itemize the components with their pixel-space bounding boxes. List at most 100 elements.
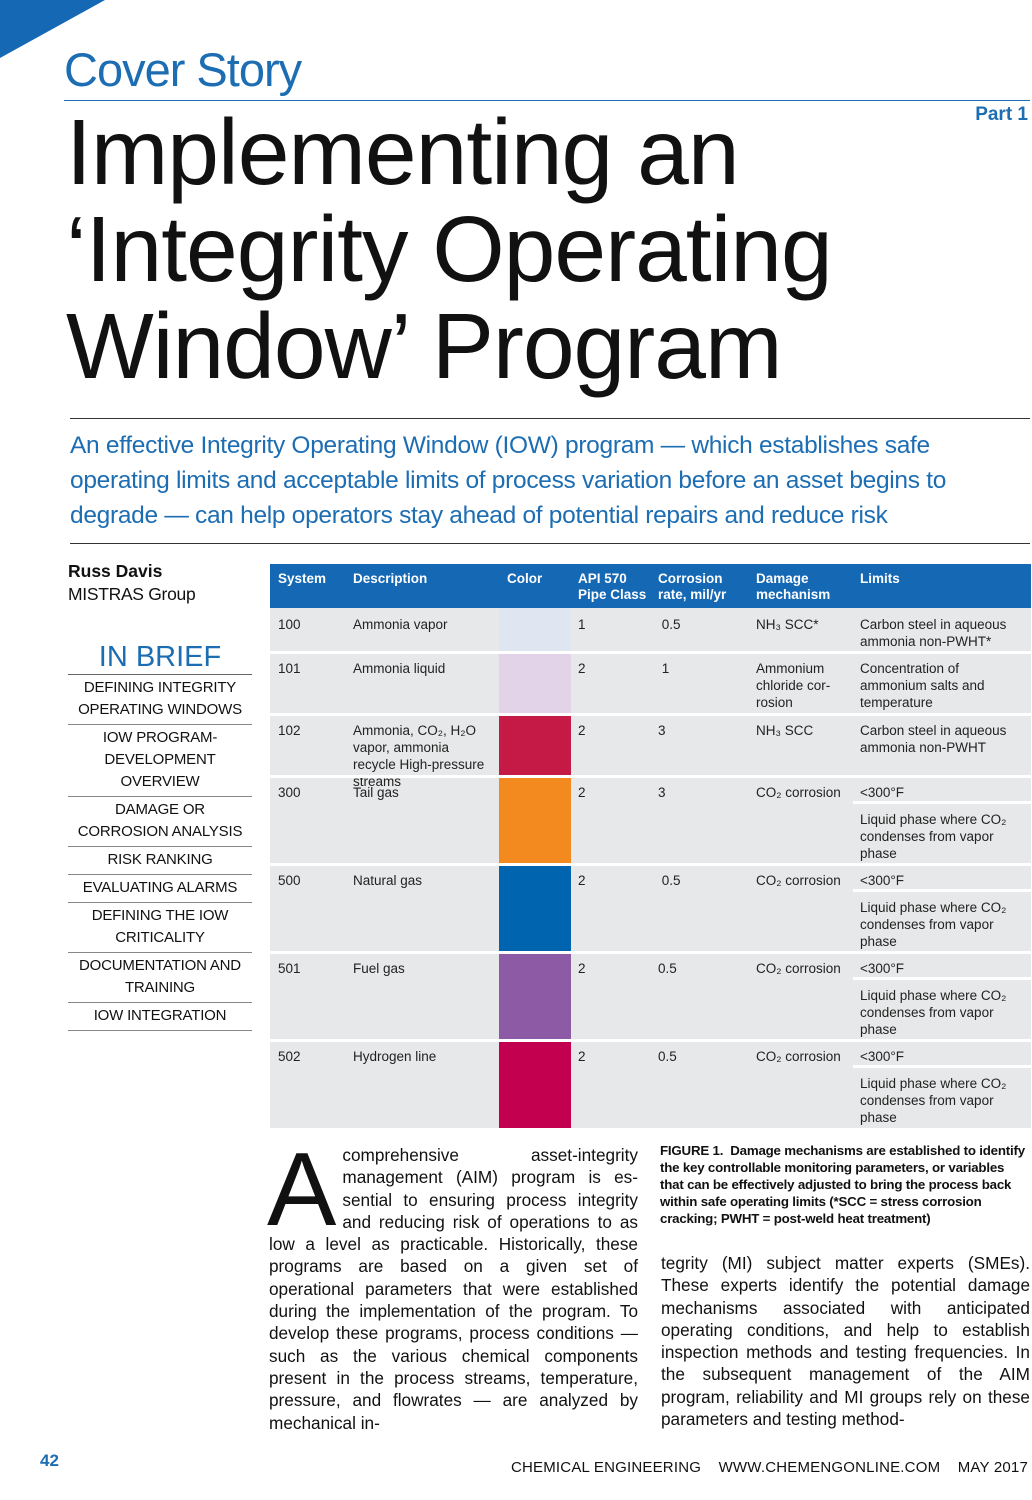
footer-text: CHEMICAL ENGINEERING WWW.CHEMENGONLINE.C… (510, 1459, 1028, 1476)
article-title: Implementing an ‘Integrity Operating Win… (66, 100, 833, 398)
cell-system: 502 (278, 1049, 301, 1064)
in-brief-box: IN BRIEF DEFINING INTEGRITY OPERATING WI… (68, 640, 252, 1031)
table-row: 300 Tail gas 2 3 CO₂ corrosion <300°F Liquid p… (270, 776, 1031, 864)
column-1-text: comprehensive asset-integrity management… (269, 1145, 638, 1433)
color-swatch (499, 652, 571, 714)
cell-damage: NH₃ SCC* (756, 617, 819, 632)
header-limits: Limits (860, 571, 900, 586)
cell-api: 2 (578, 785, 586, 800)
cell-limits: Carbon steel in aqueous ammonia non-PWHT… (860, 617, 1007, 649)
cell-system: 501 (278, 961, 301, 976)
header-system: System (278, 571, 327, 586)
part-label: Part 1 (975, 104, 1028, 125)
cell-damage: CO₂ corrosion (756, 1049, 841, 1064)
row-divider (270, 951, 1031, 954)
table-header: System Description Color API 570 Pipe Cl… (270, 564, 1031, 608)
in-brief-item: IOW PROGRAM-DEVELOPMENT OVERVIEW (68, 725, 252, 797)
title-line: Window’ Program (66, 294, 782, 398)
table-row: 102 Ammonia, CO₂, H₂O vapor, ammonia recy… (270, 714, 1031, 789)
limits-subdivider (853, 801, 1031, 804)
cell-limits: <300°F (860, 961, 905, 976)
row-divider (270, 713, 1031, 716)
cell-description: Natural gas (353, 873, 423, 888)
title-line: Implementing an (66, 100, 740, 204)
cell-api: 2 (578, 873, 586, 888)
cell-limits: Liquid phase where CO₂ condenses from va… (860, 900, 1007, 949)
in-brief-item: DEFINING INTEGRITY OPERATING WINDOWS (68, 675, 252, 725)
cell-corrosion: 0.5 (658, 961, 677, 976)
in-brief-item: DEFINING THE IOW CRITICALITY (68, 903, 252, 953)
header-color: Color (507, 571, 543, 586)
color-swatch (499, 608, 571, 652)
row-divider (270, 775, 1031, 778)
in-brief-item: EVALUATING ALARMS (68, 875, 252, 903)
cell-description: Fuel gas (353, 961, 405, 976)
cell-damage: NH₃ SCC (756, 723, 814, 738)
table-row: 500 Natural gas 2 0.5 CO₂ corrosion <300°F Li… (270, 864, 1031, 952)
row-divider (270, 651, 1031, 654)
cell-limits: Liquid phase where CO₂ condenses from va… (860, 812, 1007, 861)
deck-top-rule (70, 418, 1030, 419)
cell-description: Ammonia liquid (353, 661, 446, 676)
cell-system: 100 (278, 617, 301, 632)
cell-damage: Ammonium chloride cor-rosion (756, 661, 831, 710)
cell-limits: Liquid phase where CO₂ condenses from va… (860, 988, 1007, 1037)
deck-bottom-rule (70, 543, 1030, 544)
table-row: 502 Hydrogen line 2 0.5 CO₂ corrosion <300°F L… (270, 1040, 1031, 1128)
caption-text: Damage mechanisms are established to ide… (660, 1143, 1025, 1226)
color-swatch (499, 714, 571, 776)
color-swatch (499, 952, 571, 1040)
limits-subdivider (853, 889, 1031, 892)
figure-1-table: System Description Color API 570 Pipe Cl… (270, 564, 1031, 1128)
cell-limits: Carbon steel in aqueous ammonia non-PWHT (860, 723, 1007, 755)
cell-corrosion: 0.5 (658, 1049, 677, 1064)
cell-limits: Concentration of ammonium salts and temp… (860, 661, 985, 710)
title-line: ‘Integrity Operating (66, 197, 833, 301)
cell-corrosion: 3 (658, 785, 666, 800)
in-brief-title: IN BRIEF (68, 640, 252, 675)
table-row: 100 Ammonia vapor 1 0.5 NH₃ SCC* Carbon stee… (270, 608, 1031, 652)
cell-corrosion: 0.5 (658, 617, 681, 632)
cell-system: 300 (278, 785, 301, 800)
cell-api: 1 (578, 617, 586, 632)
cell-api: 2 (578, 723, 586, 738)
cell-limits: Liquid phase where CO₂ condenses from va… (860, 1076, 1007, 1125)
limits-subdivider (853, 1065, 1031, 1068)
cell-api: 2 (578, 1049, 586, 1064)
cell-api: 2 (578, 661, 586, 676)
in-brief-item: DOCUMENTATION AND TRAINING (68, 953, 252, 1003)
cell-damage: CO₂ corrosion (756, 785, 841, 800)
author-affiliation: MISTRAS Group (68, 584, 196, 604)
cell-limits: <300°F (860, 785, 905, 800)
limits-subdivider (853, 977, 1031, 980)
kicker-rule (64, 100, 1030, 101)
page-number: 42 (40, 1451, 59, 1470)
cell-limits: <300°F (860, 873, 905, 888)
section-kicker: Cover Story (64, 43, 302, 96)
header-api-pipe-class: API 570 Pipe Class (578, 571, 647, 602)
cell-api: 2 (578, 961, 586, 976)
in-brief-item: IOW INTEGRATION (68, 1003, 252, 1031)
in-brief-list: DEFINING INTEGRITY OPERATING WINDOWS IOW … (68, 675, 252, 1031)
figure-caption: FIGURE 1. Damage mechanisms are establis… (660, 1142, 1030, 1227)
cell-system: 102 (278, 723, 301, 738)
cell-damage: CO₂ corrosion (756, 961, 841, 976)
table-row: 101 Ammonia liquid 2 1 Ammonium chloride co… (270, 652, 1031, 714)
cell-description: Ammonia vapor (353, 617, 448, 632)
cell-description: Hydrogen line (353, 1049, 437, 1064)
header-damage-mechanism: Damage mechanism (756, 571, 831, 602)
caption-label: FIGURE 1. (660, 1143, 724, 1158)
article-column-2: tegrity (MI) subject matter experts (SME… (661, 1253, 1030, 1430)
cell-corrosion: 1 (658, 661, 670, 676)
corner-triangle (0, 0, 105, 58)
cell-system: 500 (278, 873, 301, 888)
color-swatch (499, 776, 571, 864)
color-swatch (499, 1040, 571, 1128)
color-swatch (499, 864, 571, 952)
table-row: 501 Fuel gas 2 0.5 CO₂ corrosion <300°F Liquid… (270, 952, 1031, 1040)
drop-cap: A (267, 1132, 337, 1248)
cell-damage: CO₂ corrosion (756, 873, 841, 888)
author-name: Russ Davis (68, 561, 163, 581)
cell-system: 101 (278, 661, 301, 676)
